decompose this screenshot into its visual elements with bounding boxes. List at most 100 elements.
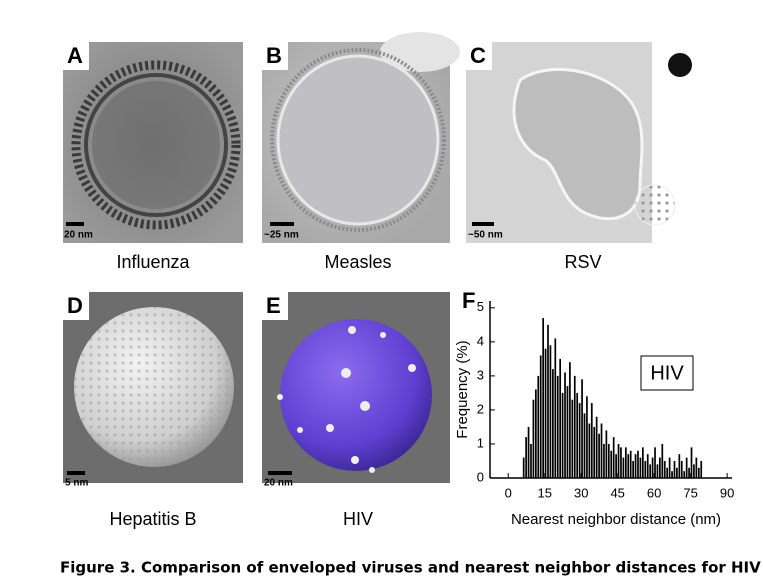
- bar: [654, 447, 656, 478]
- bar: [685, 457, 688, 478]
- panel-a: A 20 nm Influenza: [63, 42, 243, 272]
- bar: [615, 454, 617, 478]
- bar: [637, 450, 639, 478]
- bar: [549, 345, 552, 478]
- virion: [280, 319, 432, 471]
- bar: [583, 413, 586, 478]
- bar: [564, 372, 566, 478]
- x-axis-label: Nearest neighbor distance (nm): [511, 511, 721, 528]
- bar: [527, 426, 530, 478]
- panel-caption: HIV: [343, 509, 373, 529]
- scale-label: ~50 nm: [468, 230, 503, 241]
- bar: [566, 386, 569, 478]
- bar: [624, 447, 627, 478]
- bar: [629, 450, 632, 478]
- bar: [620, 447, 622, 478]
- scale-label: 5 nm: [65, 478, 88, 489]
- virion-outline: [71, 60, 241, 230]
- bar: [668, 457, 671, 478]
- bar: [663, 460, 666, 478]
- bar: [617, 443, 620, 478]
- panel-caption: Hepatitis B: [109, 509, 196, 529]
- panel-e: E 20 nm HIV: [262, 292, 450, 529]
- panel-letter: F: [462, 288, 475, 313]
- virion-membrane: [84, 73, 228, 217]
- bar: [525, 437, 527, 478]
- bar: [600, 423, 603, 478]
- bar: [556, 375, 559, 478]
- x-tick-label: 60: [647, 485, 661, 500]
- bar: [603, 443, 605, 478]
- scale-bar: [66, 222, 84, 226]
- bar: [700, 460, 703, 478]
- bar: [639, 457, 642, 478]
- virion-core: [92, 81, 220, 209]
- bar: [690, 447, 693, 478]
- y-axis-label: Frequency (%): [454, 340, 471, 438]
- panel-c: C ~50 nm RSV: [466, 42, 692, 272]
- y-tick-label: 0: [477, 469, 484, 484]
- scale-label: ~25 nm: [264, 230, 299, 241]
- bar: [688, 467, 690, 478]
- bar: [642, 447, 644, 478]
- bar: [697, 467, 700, 478]
- bar: [590, 403, 593, 478]
- label-bg: [262, 42, 288, 70]
- bar: [537, 375, 540, 478]
- virion-small: [634, 184, 676, 226]
- panel-caption: RSV: [564, 252, 601, 272]
- bar: [676, 467, 678, 478]
- bar: [644, 460, 647, 478]
- bar: [610, 450, 613, 478]
- bar: [605, 430, 608, 478]
- scale-bar: [67, 471, 85, 475]
- bar: [680, 460, 683, 478]
- scale-bar: [270, 222, 294, 226]
- bar: [649, 464, 652, 478]
- panel-letter: C: [470, 43, 486, 68]
- panel-caption: Measles: [324, 252, 391, 272]
- y-tick-label: 4: [477, 333, 484, 348]
- annotation-box: [640, 355, 694, 391]
- panel-caption: Influenza: [116, 252, 190, 272]
- virion-spikes: [270, 48, 446, 232]
- panel-d: D 5 nm Hepatitis B: [63, 292, 243, 529]
- bar: [678, 454, 681, 478]
- bar: [588, 423, 591, 478]
- label-bg: [262, 292, 288, 320]
- scale-label: 20 nm: [64, 230, 93, 241]
- capsid-texture: [74, 307, 234, 467]
- bar: [659, 457, 661, 478]
- panel-letter: B: [266, 43, 282, 68]
- scale-bar: [472, 222, 494, 226]
- label-bg: [466, 42, 492, 70]
- bar: [661, 443, 664, 478]
- bar: [622, 457, 625, 478]
- x-tick-label: 15: [537, 485, 551, 500]
- bar: [539, 355, 542, 478]
- bar: [656, 464, 659, 478]
- bar: [632, 460, 634, 478]
- bar: [646, 454, 649, 478]
- annotation: HIV: [650, 362, 684, 384]
- bar: [586, 396, 588, 478]
- bar: [607, 443, 610, 478]
- bar: [671, 471, 673, 478]
- spikes: [277, 326, 416, 473]
- x-tick-label: 90: [720, 485, 734, 500]
- x-tick-label: 30: [574, 485, 588, 500]
- scale-bar: [268, 471, 292, 475]
- bar: [561, 392, 564, 478]
- bar: [576, 392, 579, 478]
- bar: [593, 426, 596, 478]
- bar: [573, 375, 576, 478]
- bar: [522, 457, 525, 478]
- bar: [651, 457, 654, 478]
- bar: [559, 358, 562, 478]
- bar: [693, 464, 695, 478]
- bar: [542, 318, 544, 478]
- bar: [581, 379, 583, 478]
- y-tick-label: 2: [477, 401, 484, 416]
